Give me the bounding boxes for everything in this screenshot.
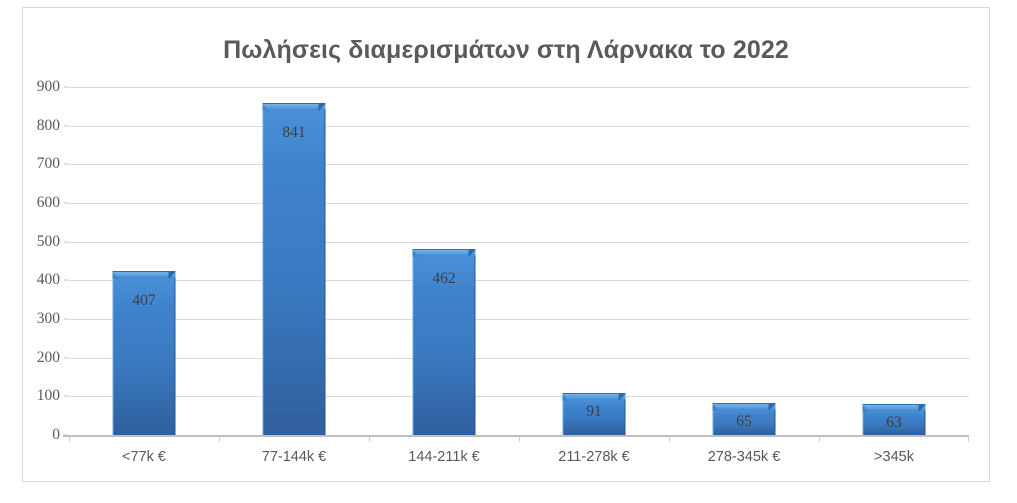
x-tick-2: [369, 437, 370, 442]
x-axis-category-4: 278-345k €: [707, 449, 781, 465]
gridline-800: [69, 125, 969, 127]
x-axis-category-0: <77k €: [122, 449, 166, 465]
y-axis-label-800: 800: [36, 116, 60, 134]
bar-slot: 63 >345k: [819, 87, 969, 465]
ytick-mark-900: [64, 86, 68, 88]
chart-frame: Πωλήσεις διαμερισμάτων στη Λάρνακα το 20…: [22, 7, 990, 482]
y-axis-label-500: 500: [36, 232, 60, 250]
bar-data-label-5: 63: [886, 413, 902, 431]
chart-title: Πωλήσεις διαμερισμάτων στη Λάρνακα το 20…: [223, 36, 789, 64]
bar-1[interactable]: 841: [262, 102, 326, 435]
bar-data-label-4: 65: [736, 412, 752, 430]
plot-area: 900 800 700 600 500 400 300 200 100 0: [37, 78, 969, 465]
bar-top-bevel-1: [262, 102, 326, 111]
bar-slot: 91 211-278k €: [519, 87, 669, 465]
x-tick-1: [219, 437, 220, 442]
x-axis-category-2: 144-211k €: [408, 449, 480, 465]
y-axis-label-900: 900: [36, 78, 60, 95]
bar-top-bevel-3: [562, 392, 626, 401]
ytick-mark-700: [64, 163, 68, 165]
bar-0[interactable]: 407: [112, 270, 176, 435]
bar-4[interactable]: 65: [712, 402, 776, 435]
ytick-mark-100: [64, 395, 68, 397]
ytick-mark-600: [64, 202, 68, 204]
x-axis-category-1: 77-144k €: [261, 449, 327, 465]
gridline-600: [69, 203, 969, 204]
bar-top-bevel-0: [112, 270, 176, 279]
gridline-700: [69, 164, 969, 166]
gridline-500: [69, 241, 969, 243]
bar-data-label-2: 462: [432, 270, 456, 288]
bar-slot: 407 <77k €: [69, 87, 219, 465]
y-axis-label-300: 300: [36, 310, 60, 327]
gridline-900: [69, 87, 969, 88]
y-axis-label-700: 700: [36, 155, 60, 173]
x-axis-category-5: >345k: [874, 449, 914, 465]
bar-slot: 462 144-211k €: [369, 87, 519, 465]
bar-top-bevel-5: [862, 403, 926, 412]
bar-data-label-1: 841: [282, 123, 306, 141]
bar-slot: 65 278-345k €: [669, 87, 819, 465]
gridline-200: [69, 357, 969, 359]
ytick-mark-500: [64, 241, 68, 243]
bar-5[interactable]: 63: [862, 403, 926, 435]
bar-2[interactable]: 462: [412, 249, 476, 435]
x-tick-5: [819, 437, 820, 442]
y-axis-label-400: 400: [36, 271, 60, 289]
x-tick-4: [669, 437, 670, 442]
gridline-100: [69, 396, 969, 398]
bar-top-bevel-4: [712, 402, 776, 411]
ytick-mark-200: [64, 357, 68, 359]
bar-top-bevel-2: [412, 249, 476, 258]
ytick-mark-400: [64, 279, 68, 281]
gridline-400: [69, 280, 969, 282]
y-axis-label-0: 0: [52, 426, 60, 443]
gridline-300: [69, 319, 969, 320]
y-axis-label-200: 200: [36, 348, 60, 366]
ytick-mark-300: [64, 318, 68, 320]
x-tick-0: [69, 437, 70, 442]
bar-3[interactable]: 91: [562, 392, 626, 435]
x-axis-line: [63, 435, 969, 437]
y-axis-label-600: 600: [36, 194, 60, 211]
bar-slot: 841 77-144k €: [219, 87, 369, 465]
bar-data-label-0: 407: [132, 291, 156, 309]
x-tick-6: [968, 437, 969, 442]
bar-data-label-3: 91: [586, 402, 602, 420]
x-axis-category-3: 211-278k €: [558, 449, 630, 465]
x-tick-3: [519, 437, 520, 442]
y-axis-label-100: 100: [36, 387, 60, 405]
ytick-mark-800: [64, 125, 68, 127]
